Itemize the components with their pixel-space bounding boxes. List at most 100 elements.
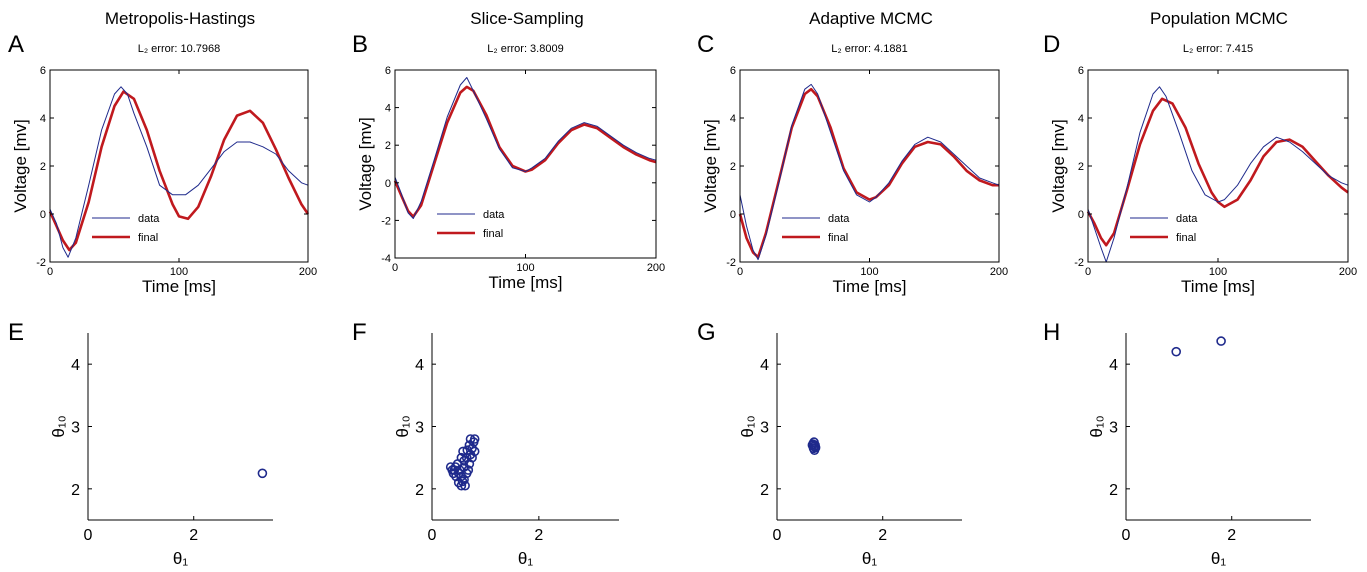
panel-g: G 0 2 2 3 4 θ₁ θ₁₀: [697, 319, 962, 568]
y-tick-label: -2: [36, 257, 46, 269]
legend-label-final: final: [828, 232, 848, 244]
panel-letter: E: [8, 319, 24, 346]
x-tick-label: 100: [516, 262, 534, 274]
y-tick-label: 0: [1078, 209, 1084, 221]
series-line-final: [393, 85, 657, 218]
x-tick-label: 200: [990, 266, 1008, 278]
series-line-final: [1086, 97, 1349, 247]
panel-letter: D: [1043, 31, 1060, 58]
y-tick-label: 6: [1078, 65, 1084, 77]
panel-letter: C: [697, 31, 714, 58]
x-axis-label: Time [ms]: [142, 277, 216, 296]
x-tick-label: 0: [773, 527, 782, 544]
scatter-point: [1171, 346, 1181, 357]
scatter-point: [458, 446, 468, 457]
scatter-point: [462, 445, 473, 456]
y-tick-label: 3: [415, 420, 424, 437]
y-axis-label: Voltage [mv]: [1049, 119, 1068, 213]
x-tick-label: 0: [47, 266, 53, 278]
panel-h: H 0 2 2 3 4 θ₁ θ₁₀: [1043, 319, 1311, 568]
y-tick-label: 4: [1109, 357, 1118, 374]
error-label: L₂ error: 3.8009: [487, 43, 563, 55]
x-tick-label: 2: [189, 527, 198, 544]
y-axis-label: Voltage [mv]: [356, 117, 375, 211]
x-tick-label: 200: [299, 266, 317, 278]
series-line-data: [739, 83, 1000, 261]
chart-title: Metropolis-Hastings: [105, 9, 255, 28]
x-tick-label: 200: [1339, 266, 1357, 278]
y-tick-label: 3: [1109, 420, 1118, 437]
legend-label-final: final: [483, 228, 503, 240]
y-tick-label: 4: [415, 357, 424, 374]
y-tick-label: 6: [730, 65, 736, 77]
legend-label-data: data: [1176, 213, 1198, 225]
y-axis-label: θ₁₀: [49, 415, 68, 437]
y-tick-label: 2: [1109, 482, 1118, 499]
x-axis-label: θ₁: [862, 549, 877, 568]
y-tick-label: -2: [381, 215, 391, 227]
y-tick-label: -4: [381, 253, 391, 265]
x-tick-label: 0: [428, 527, 437, 544]
scatter-point: [809, 445, 820, 456]
x-tick-label: 100: [1209, 266, 1227, 278]
legend-label-data: data: [483, 209, 505, 221]
x-tick-label: 100: [860, 266, 878, 278]
chart-title: Adaptive MCMC: [809, 9, 933, 28]
chart-title: Slice-Sampling: [470, 9, 583, 28]
y-tick-label: 4: [760, 357, 769, 374]
y-tick-label: 4: [1078, 113, 1084, 125]
y-tick-label: 2: [385, 140, 391, 152]
panel-letter: G: [697, 319, 716, 346]
scatter-point: [465, 434, 476, 444]
x-tick-label: 0: [737, 266, 743, 278]
scatter-point: [464, 440, 475, 451]
error-label: L₂ error: 7.415: [1183, 43, 1253, 55]
series-line-data: [49, 86, 309, 258]
scatter-point: [257, 468, 268, 479]
series-line-data: [394, 77, 657, 219]
panel-b: B Slice-Sampling L₂ error: 3.8009 0 100 200 -4…: [352, 9, 665, 292]
x-tick-label: 2: [534, 527, 543, 544]
y-tick-label: 2: [71, 482, 80, 499]
y-tick-label: 2: [40, 161, 46, 173]
y-axis-label: θ₁₀: [1087, 415, 1106, 437]
panel-d: D Population MCMC L₂ error: 7.415 0 100 200 -2…: [1043, 9, 1357, 296]
y-tick-label: 3: [71, 420, 80, 437]
scatter-point: [447, 465, 458, 475]
y-tick-label: 3: [760, 420, 769, 437]
y-axis-label: θ₁₀: [738, 415, 757, 437]
y-axis-label: θ₁₀: [393, 415, 412, 437]
x-tick-label: 0: [392, 262, 398, 274]
y-tick-label: -2: [1074, 257, 1084, 269]
scatter-point: [457, 476, 468, 487]
y-tick-label: 4: [730, 113, 736, 125]
y-axis-label: Voltage [mv]: [11, 119, 30, 213]
panel-e: E 0 2 2 3 4 θ₁ θ₁₀: [8, 319, 273, 568]
chart-title: Population MCMC: [1150, 9, 1288, 28]
legend-label-final: final: [138, 232, 158, 244]
y-tick-label: 4: [385, 103, 391, 115]
series-line-data: [1087, 86, 1349, 263]
y-tick-label: -2: [726, 257, 736, 269]
legend-label-final: final: [1176, 232, 1196, 244]
y-tick-label: 4: [71, 357, 80, 374]
y-tick-label: 0: [730, 209, 736, 221]
y-axis-label: Voltage [mv]: [701, 119, 720, 213]
scatter-point: [1216, 336, 1226, 346]
scatter-point: [469, 434, 480, 444]
y-tick-label: 2: [760, 482, 769, 499]
x-tick-label: 200: [647, 262, 665, 274]
x-tick-label: 2: [878, 527, 887, 544]
x-axis-label: Time [ms]: [833, 277, 907, 296]
scatter-point: [807, 440, 818, 451]
y-tick-label: 2: [415, 482, 424, 499]
plot-area-frame: [1087, 69, 1349, 263]
x-axis-label: θ₁: [1211, 549, 1226, 568]
x-axis-label: Time [ms]: [489, 273, 563, 292]
x-tick-label: 2: [1227, 527, 1236, 544]
panel-f: F 0 2 2 3 4 θ₁ θ₁₀: [352, 319, 619, 568]
y-tick-label: 4: [40, 113, 46, 125]
panel-letter: F: [352, 319, 367, 346]
